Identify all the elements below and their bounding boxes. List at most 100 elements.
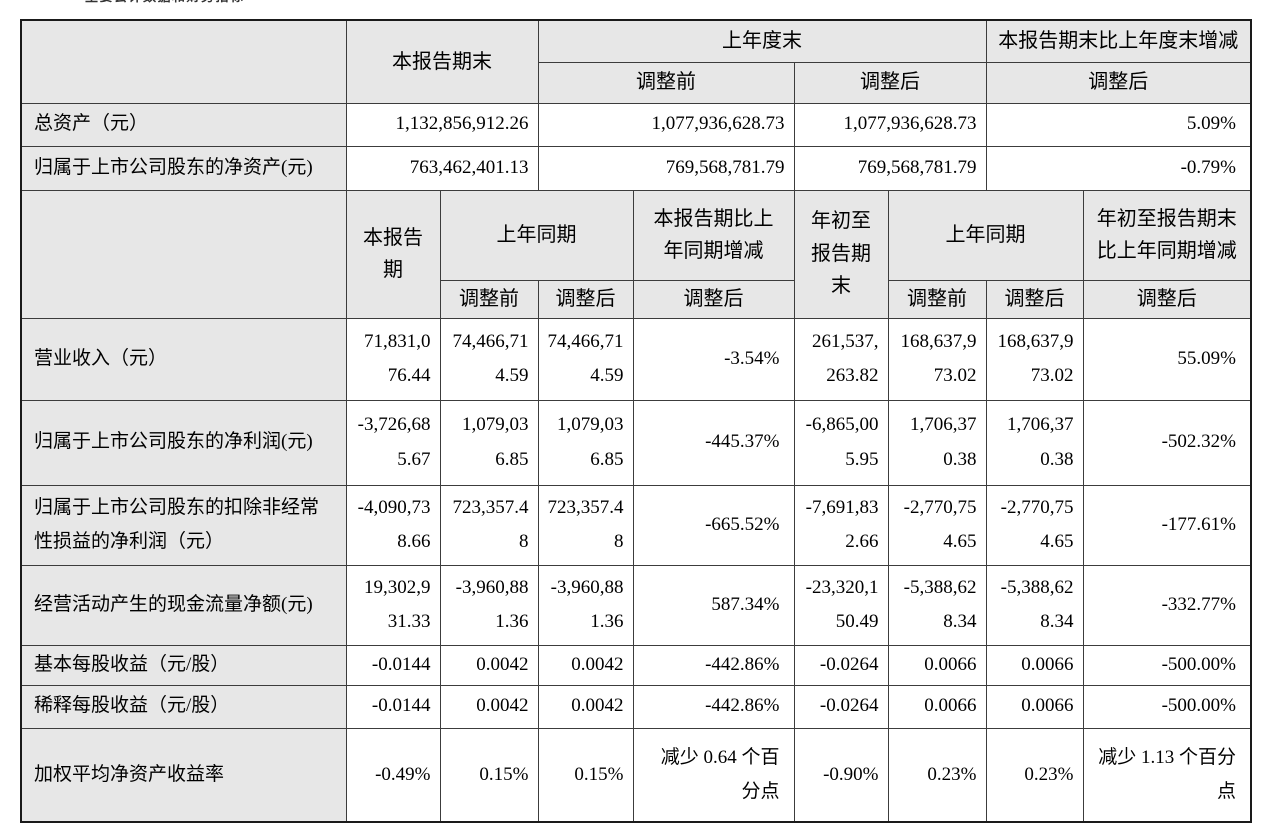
header-ytd-change-vs-prior: 年初至报告期末 比上年同期增减 <box>1082 189 1252 281</box>
table-row: 本报告期末 上年度末 本报告期末比上年度末增减 <box>20 19 1252 104</box>
table-row: 调整前 调整后 调整后 <box>21 61 1252 104</box>
cell-ytd-prior-before: -2,770,754.65 <box>887 484 987 566</box>
header-year-to-date: 年初至 报告期 末 <box>793 189 889 319</box>
corner-blank-cell <box>20 19 347 104</box>
cell-ytd-prior-after: 1,706,370.38 <box>985 399 1084 486</box>
row-label: 加权平均净资产收益率 <box>20 727 347 823</box>
cell-current-period: -0.49% <box>345 727 441 823</box>
cell-prior-before-adjustment: 769,568,781.79 <box>537 145 795 191</box>
cell-prior-before-adjustment: 74,466,714.59 <box>439 317 539 401</box>
cell-prior-after-adjustment: 74,466,714.59 <box>537 317 634 401</box>
cell-prior-before-adjustment: 0.15% <box>439 727 539 823</box>
table-row-weighted-avg-roe: 加权平均净资产收益率 -0.49% 0.15% 0.15% 减少 0.64 个百… <box>20 727 1252 823</box>
table-row-basic-eps: 基本每股收益（元/股） -0.0144 0.0042 0.0042 -442.8… <box>20 644 1252 686</box>
row-label: 归属于上市公司股东的扣除非经常性损益的净利润（元） <box>20 484 347 566</box>
table-row-net-profit: 归属于上市公司股东的净利润(元) -3,726,685.67 1,079,036… <box>20 399 1252 486</box>
header-change-vs-prior-same-period: 本报告期比上 年同期增减 <box>632 189 795 281</box>
cell-change-vs-prior: -3.54% <box>632 317 795 401</box>
cell-change-vs-prior: 587.34% <box>632 564 795 646</box>
header-ytd-prior-same-period: 上年同期 <box>887 189 1084 281</box>
corner-blank-cell <box>20 189 347 319</box>
cell-change-vs-prior: -665.52% <box>632 484 795 566</box>
cell-ytd-change: -500.00% <box>1082 644 1252 686</box>
row-label: 营业收入（元） <box>20 317 347 401</box>
cell-ytd-prior-before: 1,706,370.38 <box>887 399 987 486</box>
cell-ytd-change: -502.32% <box>1082 399 1252 486</box>
cell-year-to-date: -23,320,150.49 <box>793 564 889 646</box>
cell-year-to-date: 261,537,263.82 <box>793 317 889 401</box>
cell-current-period-end: 763,462,401.13 <box>345 145 539 191</box>
cell-prior-before-adjustment: -3,960,881.36 <box>439 564 539 646</box>
cell-year-to-date: -0.90% <box>793 727 889 823</box>
row-label: 归属于上市公司股东的净利润(元) <box>20 399 347 486</box>
header-change-after-adjustment: 调整后 <box>1082 279 1252 319</box>
cell-ytd-prior-after: -5,388,628.34 <box>985 564 1084 646</box>
cell-ytd-prior-before: 0.23% <box>887 727 987 823</box>
row-label: 归属于上市公司股东的净资产(元) <box>20 145 347 191</box>
header-current-period: 本报告 期 <box>345 189 441 319</box>
cell-ytd-prior-before: 168,637,973.02 <box>887 317 987 401</box>
header-after-adjustment: 调整后 <box>985 279 1084 319</box>
clipped-section-title: 主要会计数据和财务指标 <box>85 0 1269 7</box>
cell-current-period: -4,090,738.66 <box>345 484 441 566</box>
cell-ytd-prior-after: 168,637,973.02 <box>985 317 1084 401</box>
row-label: 总资产（元） <box>20 102 347 147</box>
header-prior-same-period: 上年同期 <box>439 189 634 281</box>
header-current-period-end: 本报告期末 <box>345 19 539 104</box>
table-row-net-assets: 归属于上市公司股东的净资产(元) 763,462,401.13 769,568,… <box>20 145 1252 191</box>
clipped-section-title-text: 主要会计数据和财务指标 <box>85 0 1269 4</box>
header-after-adjustment: 调整后 <box>793 61 987 104</box>
cell-prior-after-adjustment: 723,357.48 <box>537 484 634 566</box>
row-label: 经营活动产生的现金流量净额(元) <box>20 564 347 646</box>
table-row-total-assets: 总资产（元） 1,132,856,912.26 1,077,936,628.73… <box>20 102 1252 147</box>
cell-year-to-date: -0.0264 <box>793 684 889 729</box>
header-change-vs-prior-year-end: 本报告期末比上年度末增减 <box>985 19 1252 63</box>
cell-prior-after-adjustment: 1,077,936,628.73 <box>793 102 987 147</box>
cell-prior-after-adjustment: 0.0042 <box>537 644 634 686</box>
cell-prior-after-adjustment: 769,568,781.79 <box>793 145 987 191</box>
cell-current-period: -0.0144 <box>345 684 441 729</box>
cell-year-to-date: -0.0264 <box>793 644 889 686</box>
cell-current-period-end: 1,132,856,912.26 <box>345 102 539 147</box>
header-before-adjustment: 调整前 <box>887 279 987 319</box>
cell-current-period: -3,726,685.67 <box>345 399 441 486</box>
header-prior-year-end: 上年度末 <box>537 19 987 63</box>
table-row-operating-revenue: 营业收入（元） 71,831,076.44 74,466,714.59 74,4… <box>20 317 1252 401</box>
cell-prior-before-adjustment: 1,077,936,628.73 <box>537 102 795 147</box>
table-row: 本报告 期 上年同期 本报告期比上 年同期增减 年初至 报告期 末 上年同期 年… <box>20 189 1252 319</box>
cell-current-period: -0.0144 <box>345 644 441 686</box>
cell-prior-after-adjustment: -3,960,881.36 <box>537 564 634 646</box>
cell-change-vs-prior: -445.37% <box>632 399 795 486</box>
table-row-diluted-eps: 稀释每股收益（元/股） -0.0144 0.0042 0.0042 -442.8… <box>20 684 1252 729</box>
cell-ytd-prior-after: 0.0066 <box>985 644 1084 686</box>
cell-prior-before-adjustment: 0.0042 <box>439 684 539 729</box>
header-after-adjustment: 调整后 <box>537 279 634 319</box>
cell-ytd-prior-after: 0.23% <box>985 727 1084 823</box>
cell-prior-before-adjustment: 723,357.48 <box>439 484 539 566</box>
cell-ytd-change: -332.77% <box>1082 564 1252 646</box>
table-row-net-profit-excl-nonrecurring: 归属于上市公司股东的扣除非经常性损益的净利润（元） -4,090,738.66 … <box>20 484 1252 566</box>
cell-change-vs-prior: -442.86% <box>632 684 795 729</box>
cell-ytd-change: -500.00% <box>1082 684 1252 729</box>
cell-year-to-date: -7,691,832.66 <box>793 484 889 566</box>
cell-change-vs-prior-year-end: -0.79% <box>985 145 1252 191</box>
cell-prior-before-adjustment: 0.0042 <box>439 644 539 686</box>
header-before-adjustment: 调整前 <box>439 279 539 319</box>
cell-prior-after-adjustment: 0.15% <box>537 727 634 823</box>
cell-ytd-prior-before: 0.0066 <box>887 644 987 686</box>
cell-ytd-prior-after: 0.0066 <box>985 684 1084 729</box>
cell-current-period: 71,831,076.44 <box>345 317 441 401</box>
row-label: 稀释每股收益（元/股） <box>20 684 347 729</box>
cell-change-vs-prior-year-end: 5.09% <box>985 102 1252 147</box>
header-change-after-adjustment: 调整后 <box>985 61 1252 104</box>
cell-year-to-date: -6,865,005.95 <box>793 399 889 486</box>
table-row-operating-cash-flow: 经营活动产生的现金流量净额(元) 19,302,931.33 -3,960,88… <box>20 564 1252 646</box>
cell-prior-before-adjustment: 1,079,036.85 <box>439 399 539 486</box>
cell-prior-after-adjustment: 0.0042 <box>537 684 634 729</box>
row-label: 基本每股收益（元/股） <box>20 644 347 686</box>
table-row: 调整前 调整后 调整后 调整前 调整后 调整后 <box>21 279 1252 319</box>
header-change-after-adjustment: 调整后 <box>632 279 795 319</box>
cell-change-vs-prior: 减少 0.64 个百分点 <box>632 727 795 823</box>
cell-ytd-prior-before: -5,388,628.34 <box>887 564 987 646</box>
